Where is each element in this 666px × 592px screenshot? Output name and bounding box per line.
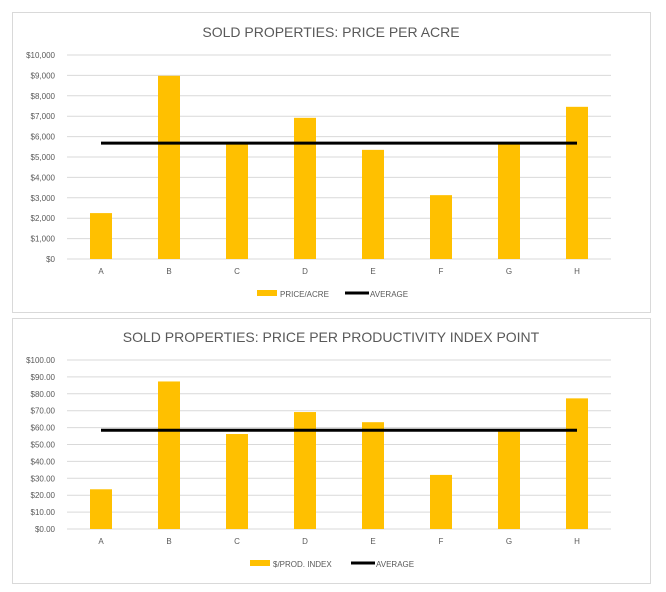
bar-A — [90, 489, 112, 529]
legend-label: AVERAGE — [376, 560, 414, 569]
y-tick-label: $4,000 — [31, 173, 56, 182]
bar-H — [566, 398, 588, 529]
x-tick-label: F — [439, 267, 444, 276]
y-tick-label: $70.00 — [31, 407, 56, 416]
x-tick-label: B — [166, 267, 171, 276]
legend-label: AVERAGE — [370, 290, 408, 299]
price-per-index-chart: SOLD PROPERTIES: PRICE PER PRODUCTIVITY … — [12, 318, 651, 584]
chart-title: SOLD PROPERTIES: PRICE PER ACRE — [202, 24, 459, 40]
y-tick-label: $100.00 — [26, 356, 55, 365]
y-tick-label: $30.00 — [31, 474, 56, 483]
bar-E — [362, 149, 384, 259]
x-tick-label: H — [574, 537, 580, 546]
y-tick-label: $20.00 — [31, 491, 56, 500]
bar-G — [498, 143, 520, 259]
y-tick-label: $0.00 — [35, 525, 56, 534]
y-tick-label: $60.00 — [31, 424, 56, 433]
x-tick-label: C — [234, 267, 240, 276]
y-tick-label: $10,000 — [26, 51, 55, 60]
x-tick-label: D — [302, 537, 308, 546]
x-tick-label: A — [98, 267, 104, 276]
chart-svg: SOLD PROPERTIES: PRICE PER ACRE $0 $1,000 $… — [26, 24, 611, 299]
y-tick-label: $80.00 — [31, 390, 56, 399]
bar-D — [294, 412, 316, 529]
x-tick-label: G — [506, 537, 512, 546]
y-tick-label: $5,000 — [31, 153, 56, 162]
bar-D — [294, 117, 316, 259]
bar-C — [226, 434, 248, 529]
y-tick-label: $1,000 — [31, 235, 56, 244]
legend-label: $/PROD. INDEX — [273, 560, 332, 569]
legend-bar-swatch — [250, 560, 270, 566]
legend-label: PRICE/ACRE — [280, 290, 329, 299]
bar-F — [430, 195, 452, 259]
bar-B — [158, 381, 180, 529]
price-per-acre-chart: SOLD PROPERTIES: PRICE PER ACRE $0 $1,000 $… — [12, 12, 651, 313]
y-tick-label: $6,000 — [31, 133, 56, 142]
y-tick-label: $8,000 — [31, 92, 56, 101]
y-tick-label: $10.00 — [31, 508, 56, 517]
y-tick-label: $40.00 — [31, 457, 56, 466]
bar-C — [226, 143, 248, 259]
x-tick-label: B — [166, 537, 171, 546]
chart-svg: SOLD PROPERTIES: PRICE PER PRODUCTIVITY … — [26, 329, 611, 569]
x-tick-label: F — [439, 537, 444, 546]
y-tick-label: $7,000 — [31, 112, 56, 121]
legend-bar-swatch — [257, 290, 277, 296]
y-tick-label: $3,000 — [31, 194, 56, 203]
x-tick-label: E — [370, 537, 375, 546]
bar-F — [430, 474, 452, 529]
bar-G — [498, 430, 520, 529]
bar-H — [566, 106, 588, 259]
bar-E — [362, 422, 384, 529]
y-tick-label: $50.00 — [31, 441, 56, 450]
x-tick-label: H — [574, 267, 580, 276]
bar-A — [90, 213, 112, 259]
chart-title: SOLD PROPERTIES: PRICE PER PRODUCTIVITY … — [123, 329, 540, 345]
x-tick-label: G — [506, 267, 512, 276]
bar-B — [158, 75, 180, 259]
x-tick-label: A — [98, 537, 104, 546]
y-tick-label: $90.00 — [31, 373, 56, 382]
x-tick-label: D — [302, 267, 308, 276]
x-tick-label: C — [234, 537, 240, 546]
y-tick-label: $2,000 — [31, 214, 56, 223]
y-tick-label: $9,000 — [31, 71, 56, 80]
x-tick-label: E — [370, 267, 375, 276]
y-tick-label: $0 — [46, 255, 55, 264]
